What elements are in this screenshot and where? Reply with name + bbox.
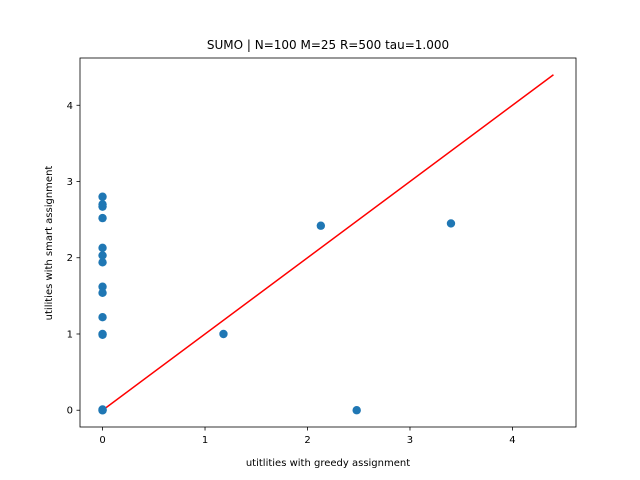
data-point [98,202,107,211]
data-point [98,243,107,253]
y-tick-label: 3 [67,177,73,188]
data-point [98,213,107,223]
x-axis-label: utitlities with greedy assignment [246,458,410,469]
data-point [446,219,456,228]
x-tick-label: 0 [99,435,105,446]
x-tick-label: 1 [202,435,208,446]
y-tick-label: 0 [67,406,73,417]
data-point [98,282,107,291]
data-point [316,221,326,230]
data-point [98,313,107,322]
data-point [98,251,107,260]
x-tick-label: 3 [407,435,413,446]
data-point [219,329,228,339]
x-tick-label: 2 [304,435,310,446]
x-tick-label: 4 [509,435,515,446]
y-tick-label: 2 [67,253,73,264]
data-point [98,258,107,267]
chart-title: SUMO | N=100 M=25 R=500 tau=1.000 [207,38,449,52]
y-tick-label: 4 [67,101,73,112]
reference-line [102,74,554,411]
data-point [98,192,107,201]
data-point [98,405,107,414]
data-point [98,330,107,339]
data-point [352,406,361,415]
y-axis-label: utilities with smart assignment [44,166,55,321]
data-point [98,288,107,298]
plot-area: 0 1 2 3 4 0 1 2 3 4 [67,57,577,446]
y-tick-label: 1 [67,329,73,340]
axes-frame [79,57,577,428]
